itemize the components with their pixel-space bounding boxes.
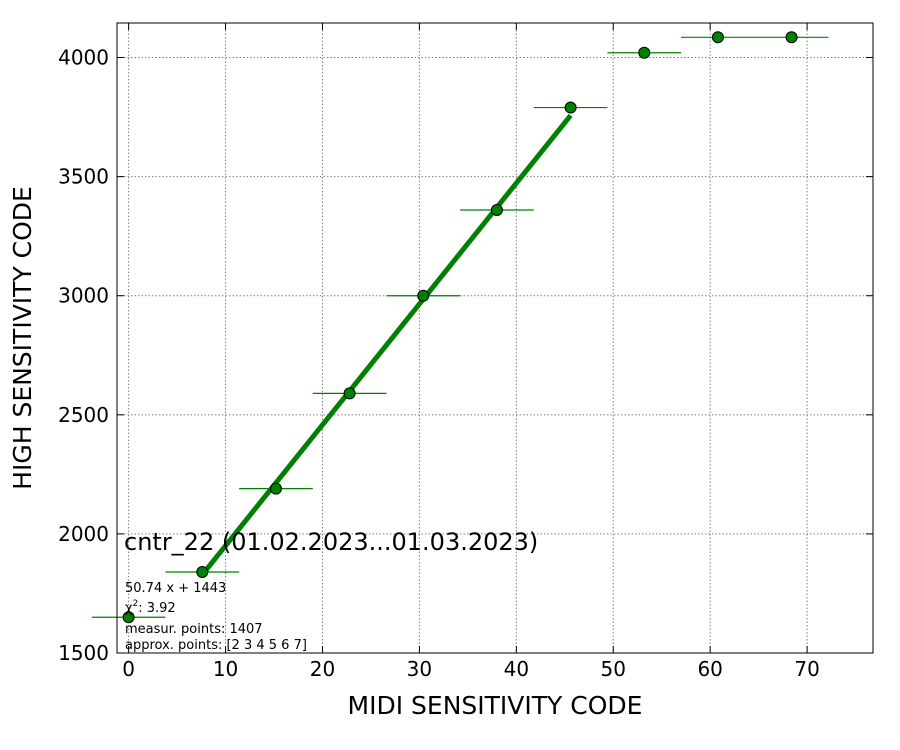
data-point: [417, 289, 430, 302]
chi-symbol: χ: [125, 601, 133, 616]
x-tick-label: 70: [794, 657, 819, 681]
annotation-block: cntr_22 (01.02.2023...01.03.2023) 50.74 …: [124, 528, 538, 653]
x-tick-label: 50: [601, 657, 626, 681]
x-tick-label: 40: [504, 657, 529, 681]
data-point: [785, 31, 798, 44]
y-tick-label: 3000: [58, 284, 109, 308]
annotation-chi-square: χ2: 3.92: [125, 599, 176, 616]
data-point: [490, 203, 503, 216]
y-tick-label: 2000: [58, 522, 109, 546]
y-axis-title: HIGH SENSITIVITY CODE: [8, 186, 37, 490]
data-point: [269, 482, 282, 495]
axis-ticks: 0 10 20 30 40 50 60 70 1500 2000 2500 3000 3500 4000: [58, 23, 873, 681]
data-point: [343, 387, 356, 400]
data-point: [711, 31, 724, 44]
y-tick-label: 1500: [58, 641, 109, 665]
data-point: [196, 566, 209, 579]
y-tick-label: 3500: [58, 165, 109, 189]
annotation-measur-points: measur. points: 1407: [125, 622, 263, 637]
fit-line-layer: [200, 113, 573, 577]
annotation-approx-points: approx. points: [2 3 4 5 6 7]: [125, 638, 307, 653]
annotation-title: cntr_22 (01.02.2023...01.03.2023): [124, 528, 538, 556]
data-point: [122, 611, 135, 624]
x-tick-label: 10: [213, 657, 238, 681]
y-tick-label: 4000: [58, 46, 109, 70]
plot-frame: [116, 22, 874, 654]
x-tick-label: 60: [697, 657, 722, 681]
y-tick-label: 2500: [58, 403, 109, 427]
fit-line: [200, 113, 573, 577]
data-points: [122, 31, 798, 624]
chi-value: : 3.92: [138, 601, 175, 616]
data-point: [638, 46, 651, 59]
x-axis-title: MIDI SENSITIVITY CODE: [348, 691, 643, 720]
data-point: [564, 101, 577, 114]
x-tick-label: 20: [310, 657, 335, 681]
chi-exponent: 2: [133, 599, 139, 609]
annotation-fit-equation: 50.74 x + 1443: [125, 581, 226, 596]
x-tick-label: 0: [122, 657, 135, 681]
x-tick-label: 30: [407, 657, 432, 681]
